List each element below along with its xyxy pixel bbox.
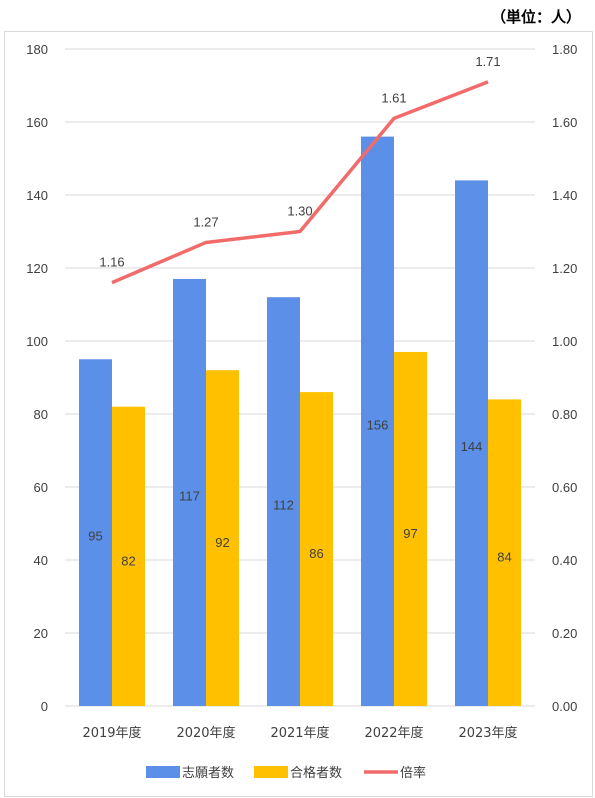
bar-passers [394,351,427,706]
y-right-tick-label: 0.20 [552,626,577,641]
y-left-tick-label: 80 [34,407,48,422]
y-left-tick-label: 60 [34,480,48,495]
y-right-tick-label: 0.00 [552,699,577,714]
bar-data-label: 92 [215,535,229,550]
y-left-tick-label: 120 [26,261,48,276]
y-left-tick-label: 160 [26,115,48,130]
line-data-label: 1.71 [475,54,500,69]
y-left-tick-label: 20 [34,626,48,641]
bar-passers [112,406,145,706]
y-right-tick-label: 1.60 [552,115,577,130]
legend-label: 志願者数 [182,766,234,781]
bar-passers [206,370,239,706]
bar-applicants [173,278,206,706]
legend-label: 合格者数 [290,765,342,781]
bar-data-label: 82 [121,553,135,568]
y-left-tick-label: 180 [26,42,48,57]
bar-data-label: 97 [403,526,417,541]
bar-applicants [79,359,112,706]
y-left-tick-label: 100 [26,334,48,349]
y-right-tick-label: 1.40 [552,188,577,203]
bar-passers [488,399,521,706]
y-right-tick-label: 1.20 [552,261,577,276]
y-left-tick-label: 0 [41,699,48,714]
legend-label: 倍率 [400,765,426,781]
bar-data-label: 156 [367,417,389,432]
bar-data-label: 144 [461,439,483,454]
x-tick-label: 2022年度 [364,725,423,741]
unit-label: （単位：人） [490,8,581,26]
y-right-tick-label: 0.60 [552,480,577,495]
y-right-tick-label: 1.80 [552,42,577,57]
x-tick-label: 2019年度 [82,725,141,741]
line-data-label: 1.27 [193,214,218,229]
bar-applicants [267,297,300,706]
bar-applicants [361,136,394,707]
x-tick-label: 2020年度 [176,725,235,741]
y-right-tick-label: 0.40 [552,553,577,568]
chart-frame [4,31,593,797]
legend-swatch [146,766,180,778]
bar-data-label: 84 [497,550,511,565]
bar-data-label: 112 [273,498,294,513]
x-tick-label: 2021年度 [270,725,329,741]
bar-data-label: 95 [88,529,102,544]
ratio-line [111,80,489,285]
bar-data-label: 86 [309,546,323,561]
line-data-label: 1.16 [99,255,124,270]
y-right-tick-label: 1.00 [552,334,577,349]
y-left-tick-label: 40 [34,553,48,568]
y-left-tick-label: 140 [26,188,48,203]
bar-applicants [455,180,488,706]
bar-data-label: 117 [179,488,200,503]
x-tick-label: 2023年度 [458,725,517,741]
legend-swatch [254,766,288,778]
line-data-label: 1.30 [287,204,312,219]
bar-passers [300,392,333,706]
y-right-tick-label: 0.80 [552,407,577,422]
line-data-label: 1.61 [381,90,406,105]
